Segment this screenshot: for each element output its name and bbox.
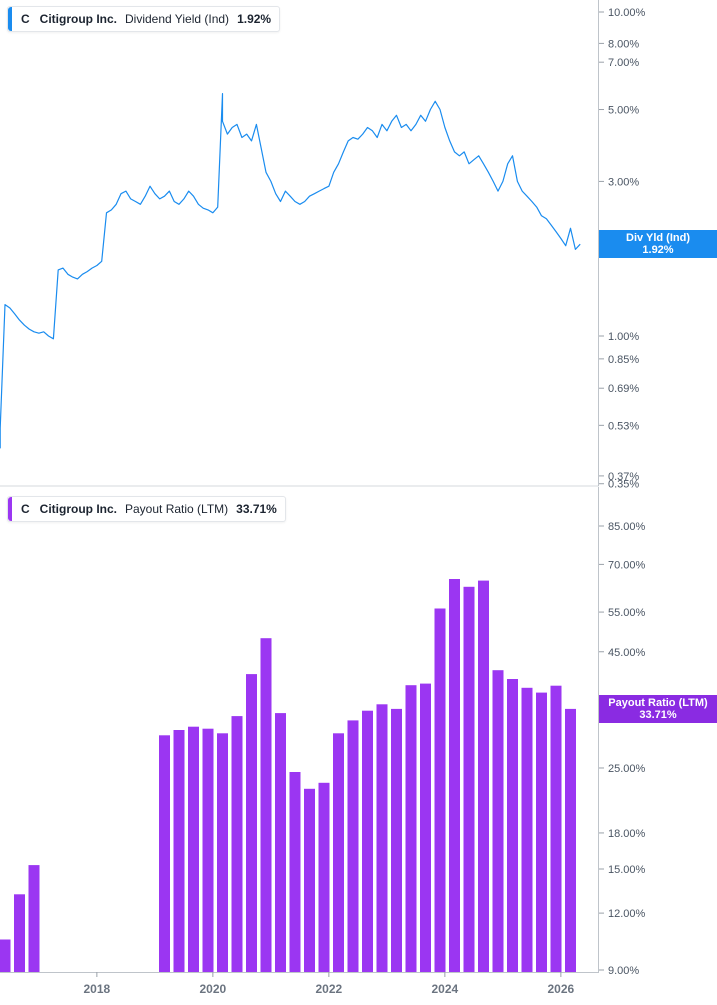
dividend-yield-panel: 10.00% 8.00% 7.00% 5.00% 3.00% 1.00% 0.85% 0.69… bbox=[0, 0, 646, 491]
payout-bar bbox=[376, 704, 388, 972]
payout-bar bbox=[521, 687, 533, 972]
yield-y-tick-label: 10.00% bbox=[608, 7, 646, 19]
payout-bar bbox=[449, 579, 460, 972]
tag-value: 1.92% bbox=[642, 244, 674, 257]
payout-bar bbox=[231, 716, 243, 972]
yield-y-tick-label: 0.69% bbox=[608, 383, 639, 395]
payout-ratio-panel: 85.00% 70.00% 55.00% 45.00% 25.00% 18.00% 15.0… bbox=[0, 487, 646, 996]
legend-company: Citigroup Inc. bbox=[39, 12, 117, 26]
yield-y-tick-label: 0.85% bbox=[608, 354, 639, 366]
payout-y-tick-label: 85.00% bbox=[608, 521, 646, 533]
payout-bar bbox=[463, 586, 475, 972]
payout-bar bbox=[217, 733, 228, 972]
payout-bar bbox=[304, 788, 315, 972]
x-tick-label: 2018 bbox=[84, 982, 111, 996]
payout-bar bbox=[420, 683, 431, 972]
payout-bar bbox=[478, 580, 489, 972]
payout-bar bbox=[289, 772, 301, 972]
payout-bar bbox=[260, 638, 272, 972]
yield-y-tick-label: 5.00% bbox=[608, 105, 639, 117]
payout-bar bbox=[0, 939, 11, 972]
yield-y-tick-label: 8.00% bbox=[608, 38, 639, 50]
legend-company: Citigroup Inc. bbox=[39, 502, 117, 516]
legend-value: 33.71% bbox=[236, 502, 277, 516]
payout-bar bbox=[28, 865, 40, 972]
payout-bar bbox=[347, 720, 359, 972]
payout-bar bbox=[333, 733, 344, 972]
x-tick-label: 2026 bbox=[548, 982, 575, 996]
payout-bar bbox=[159, 735, 170, 972]
tag-label: Payout Ratio (LTM) bbox=[608, 696, 708, 709]
payout-bar bbox=[391, 708, 402, 972]
yield-y-tick-label: 0.37% bbox=[608, 471, 639, 483]
yield-y-tick-label: 7.00% bbox=[608, 57, 639, 69]
payout-y-ticks: 85.00% 70.00% 55.00% 45.00% 25.00% 18.00% 15.0… bbox=[599, 521, 646, 977]
payout-bar bbox=[405, 685, 417, 972]
legend-ticker: C bbox=[21, 12, 30, 26]
payout-y-tick-label: 25.00% bbox=[608, 763, 646, 775]
dividend-yield-last-value-tag: Div Yld (Ind) 1.92% bbox=[599, 230, 717, 259]
payout-y-tick-label: 15.00% bbox=[608, 864, 646, 876]
payout-y-tick-label: 55.00% bbox=[608, 607, 646, 619]
legend-metric: Dividend Yield (Ind) bbox=[125, 12, 230, 26]
payout-bar bbox=[188, 726, 199, 972]
payout-bar bbox=[492, 670, 504, 972]
payout-bar bbox=[275, 713, 286, 972]
payout-bar bbox=[507, 679, 518, 972]
x-tick-label: 2024 bbox=[432, 982, 459, 996]
payout-bar bbox=[173, 730, 185, 972]
payout-y-tick-label: 9.00% bbox=[608, 965, 639, 977]
yield-y-tick-label: 1.00% bbox=[608, 331, 639, 343]
payout-bar bbox=[318, 782, 330, 972]
payout-bars bbox=[0, 579, 576, 972]
payout-bar bbox=[202, 728, 214, 972]
x-tick-label: 2020 bbox=[200, 982, 227, 996]
yield-y-tick-label: 3.00% bbox=[608, 176, 639, 188]
payout-bar bbox=[536, 692, 547, 972]
payout-bar bbox=[14, 894, 25, 972]
payout-bar bbox=[246, 674, 257, 972]
yield-y-ticks: 10.00% 8.00% 7.00% 5.00% 3.00% 1.00% 0.85% 0.69… bbox=[599, 7, 646, 491]
legend-color-bar bbox=[8, 7, 12, 31]
payout-bar bbox=[565, 708, 576, 972]
legend-color-bar bbox=[8, 497, 12, 521]
payout-bar bbox=[550, 685, 562, 972]
payout-ratio-legend: C Citigroup Inc. Payout Ratio (LTM) 33.7… bbox=[7, 496, 286, 522]
payout-y-tick-label: 18.00% bbox=[608, 828, 646, 840]
x-tick-label: 2022 bbox=[316, 982, 343, 996]
dividend-yield-legend: C Citigroup Inc. Dividend Yield (Ind) 1.… bbox=[7, 6, 281, 32]
payout-bar bbox=[362, 710, 373, 972]
yield-y-tick-label: 0.53% bbox=[608, 420, 639, 432]
yield-y-tick-label: 0.35% bbox=[608, 479, 639, 491]
tag-label: Div Yld (Ind) bbox=[626, 232, 690, 245]
dividend-yield-line bbox=[0, 92, 581, 449]
legend-value: 1.92% bbox=[237, 12, 272, 26]
payout-bar bbox=[434, 608, 446, 972]
tag-value: 33.71% bbox=[639, 708, 677, 721]
payout-y-tick-label: 70.00% bbox=[608, 559, 646, 571]
legend-metric: Payout Ratio (LTM) bbox=[125, 502, 229, 516]
payout-ratio-last-value-tag: Payout Ratio (LTM) 33.71% bbox=[599, 694, 717, 723]
legend-ticker: C bbox=[21, 502, 30, 516]
payout-y-tick-label: 12.00% bbox=[608, 908, 646, 920]
time-x-ticks: 2018 2020 2022 2024 2026 bbox=[84, 972, 575, 996]
payout-y-tick-label: 45.00% bbox=[608, 647, 646, 659]
